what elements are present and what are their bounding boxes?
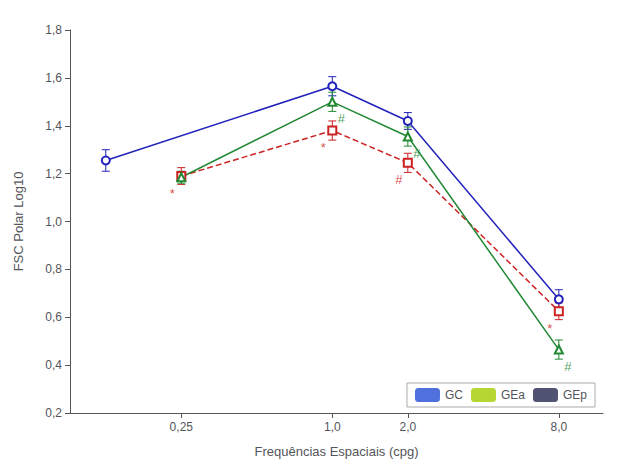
svg-text:#: # xyxy=(338,111,346,126)
svg-text:#: # xyxy=(564,359,572,374)
svg-text:GEp: GEp xyxy=(563,388,587,402)
svg-text:#: # xyxy=(395,172,403,187)
svg-text:1,2: 1,2 xyxy=(45,167,62,181)
svg-text:0,8: 0,8 xyxy=(45,262,62,276)
svg-text:0,6: 0,6 xyxy=(45,310,62,324)
svg-text:*: * xyxy=(321,140,326,155)
svg-text:2,0: 2,0 xyxy=(399,420,416,434)
svg-text:1,6: 1,6 xyxy=(45,71,62,85)
svg-text:1,0: 1,0 xyxy=(324,420,341,434)
svg-text:8,0: 8,0 xyxy=(550,420,567,434)
svg-text:*: * xyxy=(170,186,175,201)
svg-text:1,8: 1,8 xyxy=(45,23,62,37)
svg-text:0,2: 0,2 xyxy=(45,406,62,420)
svg-text:1,4: 1,4 xyxy=(45,119,62,133)
svg-text:0,25: 0,25 xyxy=(170,420,194,434)
svg-text:Frequências Espaciais (cpg): Frequências Espaciais (cpg) xyxy=(254,444,418,459)
svg-text:FSC Polar Log10: FSC Polar Log10 xyxy=(11,172,26,272)
svg-text:GEa: GEa xyxy=(501,388,525,402)
svg-text:GC: GC xyxy=(445,388,463,402)
svg-text:*: * xyxy=(547,321,552,336)
svg-text:0,4: 0,4 xyxy=(45,358,62,372)
svg-text:1,0: 1,0 xyxy=(45,215,62,229)
svg-text:#: # xyxy=(413,146,421,161)
